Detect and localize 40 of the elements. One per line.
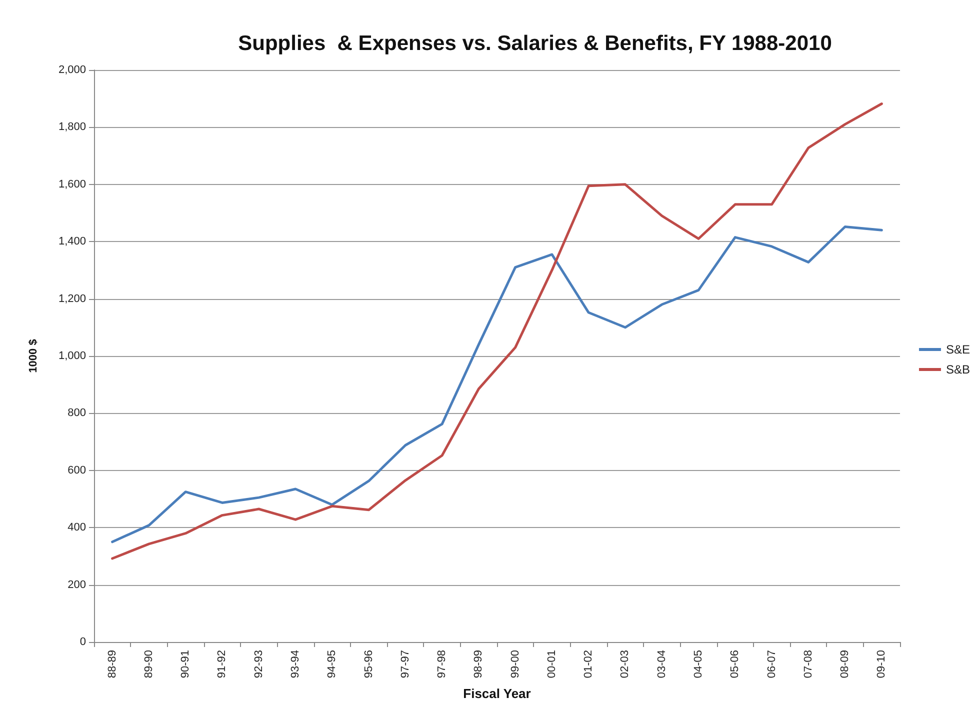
y-tick-label: 800 bbox=[68, 407, 86, 420]
x-tick-label: 93-94 bbox=[290, 650, 302, 678]
y-tick-label: 1,000 bbox=[58, 350, 86, 362]
x-tick-label: 95-96 bbox=[362, 650, 375, 678]
x-tick-label: 98-99 bbox=[472, 650, 485, 678]
x-tick-label: 88-89 bbox=[106, 650, 118, 678]
legend-label: S&B bbox=[946, 362, 970, 376]
y-tick-label: 1,400 bbox=[58, 236, 86, 248]
line-series bbox=[111, 102, 883, 560]
x-tick-label: 07-08 bbox=[802, 650, 814, 678]
x-tick-label: 03-04 bbox=[656, 650, 668, 678]
x-tick-label: 09-10 bbox=[876, 650, 888, 678]
x-tick-label: 92-93 bbox=[252, 650, 265, 678]
y-tick-label: 1,600 bbox=[58, 178, 86, 190]
x-tick-label: 91-92 bbox=[216, 650, 228, 678]
x-tick-label: 00-01 bbox=[546, 650, 558, 678]
y-tick-label: 1,200 bbox=[58, 292, 86, 305]
y-tick-label: 400 bbox=[68, 522, 86, 534]
y-tick-label: 0 bbox=[80, 636, 86, 648]
x-tick-label: 97-97 bbox=[399, 650, 412, 678]
y-tick-label: 2,000 bbox=[58, 64, 86, 76]
x-tick-label: 99-00 bbox=[509, 650, 522, 678]
x-tick-label: 89-90 bbox=[142, 650, 155, 678]
y-axis-title: 1000 $ bbox=[28, 339, 40, 373]
x-tick-label: 02-03 bbox=[619, 650, 632, 678]
x-tick-label: 94-95 bbox=[326, 650, 338, 678]
y-tick-label: 1,800 bbox=[58, 121, 86, 134]
y-tick-label: 600 bbox=[68, 464, 86, 476]
y-tick-label: 200 bbox=[68, 578, 86, 591]
x-tick-label: 90-91 bbox=[180, 650, 192, 678]
chart-title: Supplies & Expenses vs. Salaries & Benefits, FY 1988-2010 bbox=[238, 32, 832, 55]
x-tick-label: 06-07 bbox=[766, 650, 778, 678]
x-axis-title: Fiscal Year bbox=[463, 686, 531, 701]
x-tick-label: 01-02 bbox=[582, 650, 595, 678]
x-tick-label: 08-09 bbox=[839, 650, 852, 678]
x-tick-label: 04-05 bbox=[692, 650, 704, 678]
x-tick-label: 05-06 bbox=[729, 650, 742, 678]
x-tick-label: 97-98 bbox=[436, 650, 448, 678]
line-series bbox=[111, 225, 883, 544]
legend-label: S&E bbox=[946, 342, 970, 356]
